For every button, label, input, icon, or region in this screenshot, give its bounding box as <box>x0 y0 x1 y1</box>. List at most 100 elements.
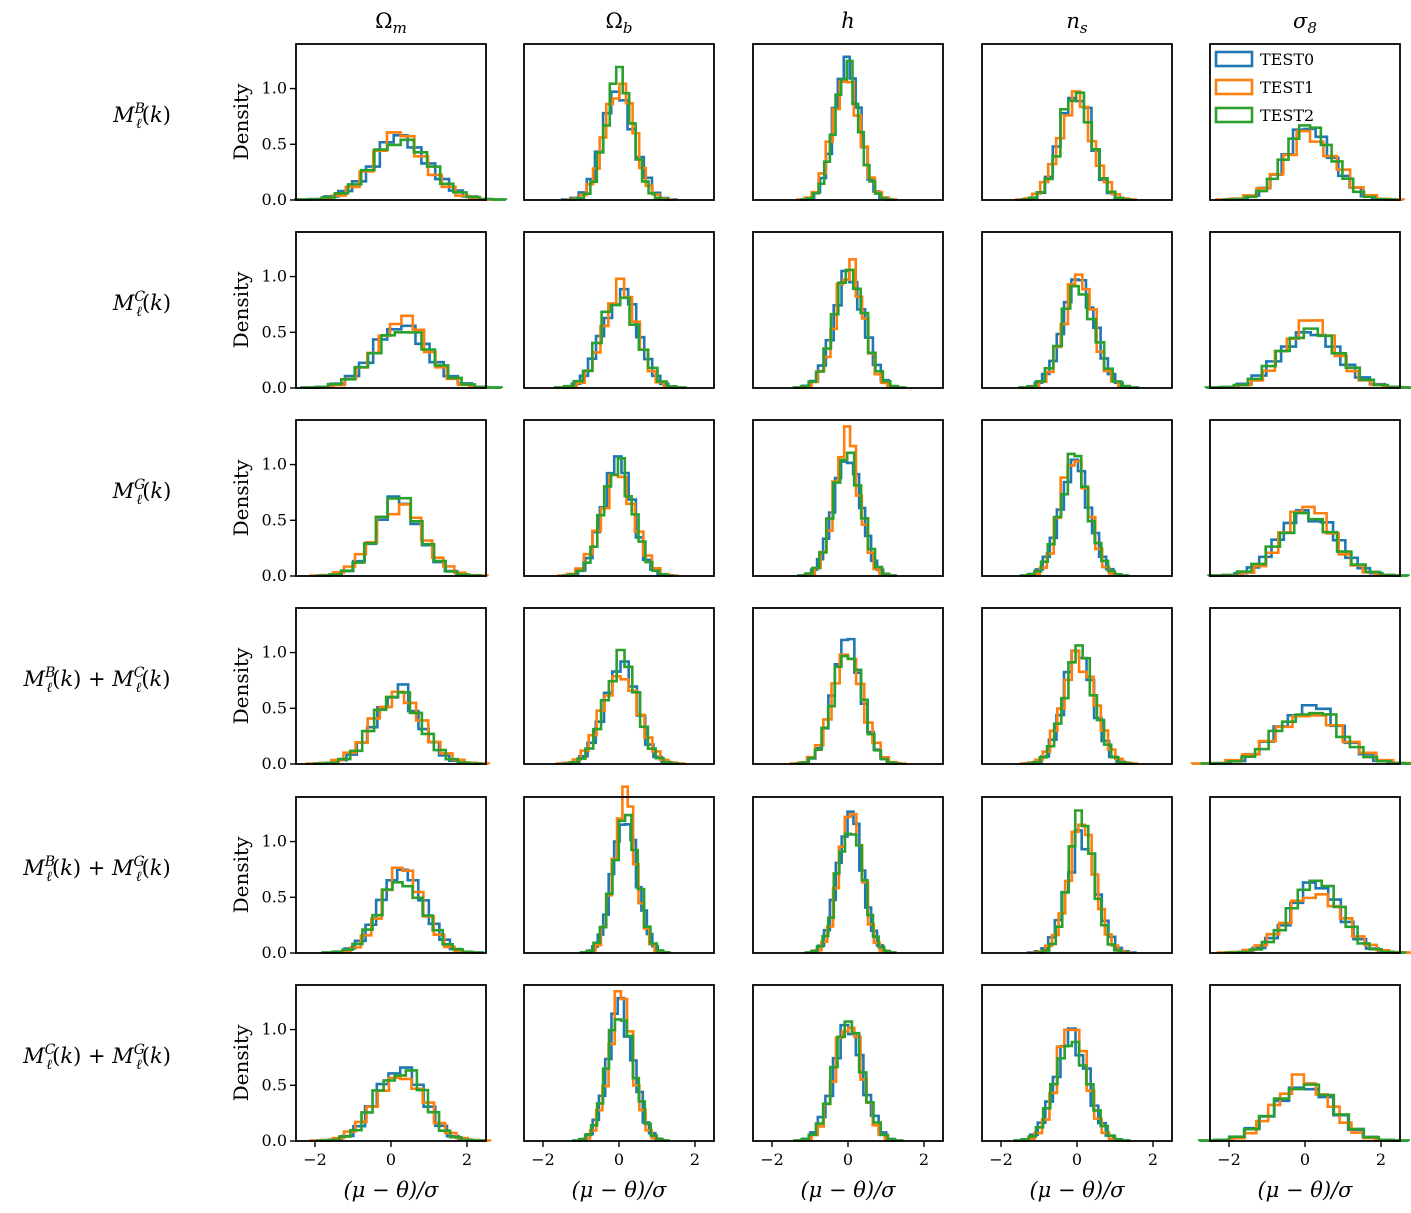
hist-test0-r1-c0 <box>301 324 502 389</box>
panel-r0-c2 <box>752 43 944 201</box>
hist-test2-r4-c3 <box>1034 809 1129 954</box>
row-label-5: MC ℓ(k) + MG ℓ(k) <box>22 1042 171 1073</box>
y-tick-label: 0.0 <box>262 190 287 209</box>
hist-test1-r2-c1 <box>557 473 679 577</box>
hist-test2-r0-c0 <box>294 138 508 201</box>
x-axis-label: (μ − θ)/σ <box>343 1178 439 1202</box>
panel-r3-c1 <box>523 607 715 765</box>
hist-test2-r0-c4 <box>1222 124 1398 201</box>
y-axis-label: Density <box>229 459 253 536</box>
hist-test2-r5-c0 <box>315 1069 485 1142</box>
hist-test0-r0-c1 <box>561 90 678 201</box>
y-tick-label: 1.0 <box>262 267 287 286</box>
x-tick-label: 0 <box>386 1150 396 1169</box>
y-tick-label: 0.5 <box>262 887 287 906</box>
y-tick-label: 0.0 <box>262 943 287 962</box>
x-tick-label: −2 <box>1217 1150 1241 1169</box>
hist-test2-r0-c2 <box>800 59 894 201</box>
panel-frame <box>295 231 487 389</box>
panel-frame <box>752 231 944 389</box>
row-label-4: MB ℓ(k) + MG ℓ(k) <box>22 854 170 885</box>
hist-test2-r1-c3 <box>1018 284 1140 389</box>
hist-test2-r2-c1 <box>561 456 675 577</box>
hist-test2-r3-c2 <box>793 654 903 765</box>
panel-r1-c1 <box>523 231 715 389</box>
hist-test1-r0-c2 <box>796 80 898 201</box>
y-axis-label: Density <box>229 836 253 913</box>
row-label-text-5: MC ℓ(k) + MG ℓ(k) <box>22 1042 171 1073</box>
legend-swatch-test2 <box>1214 106 1254 124</box>
x-tick-label: 2 <box>462 1150 472 1169</box>
panel-frame <box>1209 419 1401 577</box>
panel-frame <box>981 984 1173 1142</box>
panel-r4-c1 <box>523 785 715 954</box>
hist-test2-r3-c0 <box>313 691 483 765</box>
panel-r5-c2: −2 0 2 (μ − θ)/σ <box>752 984 944 1202</box>
panel-frame <box>295 607 487 765</box>
hist-test0-r2-c2 <box>797 460 897 577</box>
hist-test2-r5-c4 <box>1197 1083 1410 1142</box>
y-tick-label: 1.0 <box>262 79 287 98</box>
panel-r4-c3 <box>981 796 1173 954</box>
panel-frame <box>523 43 715 201</box>
panel-r1-c0: 0.0 0.5 1.0 Density <box>229 231 503 397</box>
panel-r3-c3 <box>981 607 1173 765</box>
hist-test2-r1-c0 <box>299 331 503 389</box>
panel-frame <box>752 796 944 954</box>
panel-r5-c4: −2 0 2 (μ − θ)/σ <box>1197 984 1410 1202</box>
y-tick-label: 0.5 <box>262 322 287 341</box>
legend-label-test0: TEST0 <box>1260 50 1314 69</box>
panel-frame <box>295 419 487 577</box>
y-tick-label: 1.0 <box>262 832 287 851</box>
row-label-text-0: MB ℓ(k) <box>112 101 171 132</box>
y-axis-label: Density <box>229 271 253 348</box>
x-tick-label: 0 <box>843 1150 853 1169</box>
hist-test2-r1-c2 <box>792 268 907 389</box>
x-tick-label: −2 <box>760 1150 784 1169</box>
panel-frame <box>752 607 944 765</box>
panel-r1-c2 <box>752 231 944 389</box>
y-tick-label: 1.0 <box>262 1020 287 1039</box>
legend: TEST0 TEST1 TEST2 <box>1214 50 1314 125</box>
x-tick-label: 2 <box>1148 1150 1158 1169</box>
panel-r4-c2 <box>752 796 944 954</box>
hist-test1-r5-c0 <box>309 1076 492 1142</box>
hist-test2-r3-c1 <box>560 648 681 765</box>
hist-test2-r4-c4 <box>1224 879 1407 954</box>
y-tick-label: 0.0 <box>262 754 287 773</box>
panel-r1-c4 <box>1204 231 1411 389</box>
hist-test2-r4-c2 <box>804 832 897 954</box>
x-tick-label: 0 <box>614 1150 624 1169</box>
hist-test1-r3-c0 <box>305 690 491 765</box>
hist-test2-r5-c2 <box>793 1020 904 1142</box>
hist-test1-r4-c4 <box>1216 893 1411 954</box>
legend-swatch-test1 <box>1214 78 1254 96</box>
y-tick-label: 0.0 <box>262 378 287 397</box>
panel-r4-c4 <box>1209 796 1411 954</box>
x-tick-label: 2 <box>1376 1150 1386 1169</box>
panel-r3-c4 <box>1190 607 1411 765</box>
hist-test0-r4-c3 <box>1026 829 1137 954</box>
hist-test1-r3-c2 <box>789 653 907 765</box>
x-tick-label: 2 <box>690 1150 700 1169</box>
panel-frame <box>1209 796 1401 954</box>
hist-test1-r0-c4 <box>1215 129 1405 201</box>
hist-test2-r2-c0 <box>316 496 482 577</box>
panel-frame <box>1209 43 1401 201</box>
panel-r5-c0: 0.0 0.5 1.0 Density −2 0 2 (μ − θ)/σ <box>229 984 492 1202</box>
hist-test1-r3-c3 <box>1019 649 1139 765</box>
x-tick-label: 2 <box>919 1150 929 1169</box>
hist-test1-r3-c1 <box>555 675 686 765</box>
column-title-3: ns <box>1066 9 1088 37</box>
panel-frame <box>981 231 1173 389</box>
y-tick-label: 0.5 <box>262 510 287 529</box>
hist-test1-r0-c3 <box>1015 90 1138 201</box>
panel-frame <box>981 43 1173 201</box>
hist-test0-r4-c1 <box>580 823 670 954</box>
hist-test2-r2-c2 <box>797 451 898 577</box>
panel-r0-c3 <box>981 43 1173 201</box>
hist-test2-r4-c0 <box>321 881 485 954</box>
y-tick-label: 1.0 <box>262 643 287 662</box>
row-label-text-3: MB ℓ(k) + MC ℓ(k) <box>23 665 171 696</box>
